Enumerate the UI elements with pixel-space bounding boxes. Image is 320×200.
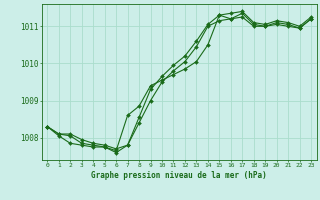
- X-axis label: Graphe pression niveau de la mer (hPa): Graphe pression niveau de la mer (hPa): [91, 171, 267, 180]
